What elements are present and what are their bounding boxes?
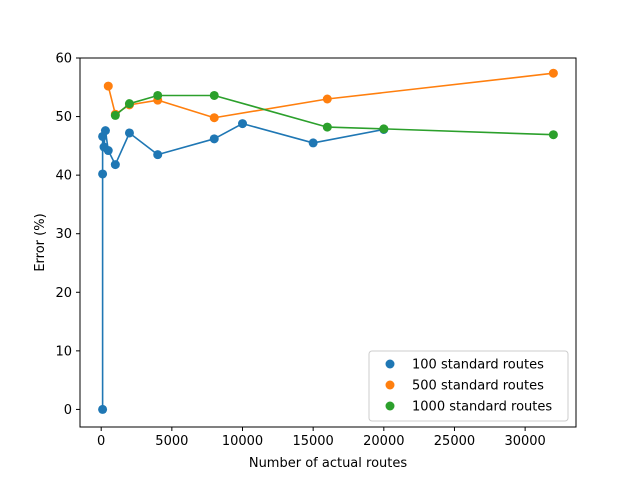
data-point bbox=[322, 94, 332, 104]
x-tick-label: 0 bbox=[97, 434, 105, 449]
y-tick-label: 60 bbox=[55, 52, 72, 67]
data-point bbox=[153, 90, 163, 100]
legend-item: 1000 standard routes bbox=[385, 400, 552, 415]
data-point bbox=[100, 126, 110, 136]
legend-item: 500 standard routes bbox=[385, 379, 544, 394]
data-point bbox=[379, 124, 389, 134]
data-point bbox=[124, 99, 134, 109]
data-point bbox=[98, 404, 108, 414]
y-tick-label: 10 bbox=[55, 344, 72, 359]
data-point bbox=[209, 134, 219, 144]
series-line bbox=[101, 122, 384, 410]
data-point bbox=[110, 160, 120, 170]
x-tick-label: 10000 bbox=[222, 434, 263, 449]
data-point bbox=[308, 138, 318, 148]
y-tick-label: 50 bbox=[55, 110, 72, 125]
data-point bbox=[238, 119, 248, 129]
data-point bbox=[209, 113, 219, 123]
x-tick-label: 20000 bbox=[363, 434, 404, 449]
data-point bbox=[124, 128, 134, 138]
series-1 bbox=[98, 119, 389, 414]
y-tick-label: 40 bbox=[55, 169, 72, 184]
y-tick-label: 30 bbox=[55, 227, 72, 242]
legend-item: 100 standard routes bbox=[385, 358, 544, 373]
plot-frame bbox=[79, 57, 577, 428]
legend-marker bbox=[385, 401, 395, 411]
y-axis: 0 10 20 30 40 50 60 bbox=[55, 52, 80, 418]
legend-label: 500 standard routes bbox=[412, 379, 544, 394]
legend-marker bbox=[385, 359, 395, 369]
data-point bbox=[110, 110, 120, 120]
x-tick-label: 25000 bbox=[434, 434, 475, 449]
data-point bbox=[548, 130, 558, 140]
x-axis-title: Number of actual routes bbox=[249, 456, 408, 471]
data-point bbox=[322, 122, 332, 132]
series-3 bbox=[110, 90, 558, 140]
data-point bbox=[98, 169, 108, 179]
legend-label: 100 standard routes bbox=[412, 358, 544, 373]
data-point bbox=[548, 68, 558, 78]
x-tick-label: 15000 bbox=[292, 434, 333, 449]
series-line bbox=[114, 94, 554, 136]
y-axis-title: Error (%) bbox=[33, 213, 48, 271]
plot-marks bbox=[98, 68, 558, 414]
legend-label: 1000 standard routes bbox=[412, 400, 552, 415]
legend: 100 standard routes 500 standard routes 10… bbox=[368, 350, 569, 422]
y-tick-label: 0 bbox=[64, 403, 72, 418]
y-tick-label: 20 bbox=[55, 286, 72, 301]
x-axis: 0 5000 10000 15000 20000 25000 30000 bbox=[97, 427, 546, 449]
data-point bbox=[153, 150, 163, 160]
legend-marker bbox=[385, 380, 395, 390]
data-point bbox=[103, 81, 113, 91]
data-point bbox=[209, 90, 219, 100]
x-tick-label: 5000 bbox=[155, 434, 188, 449]
x-tick-label: 30000 bbox=[504, 434, 545, 449]
legend-box bbox=[368, 350, 569, 422]
data-point bbox=[103, 146, 113, 156]
